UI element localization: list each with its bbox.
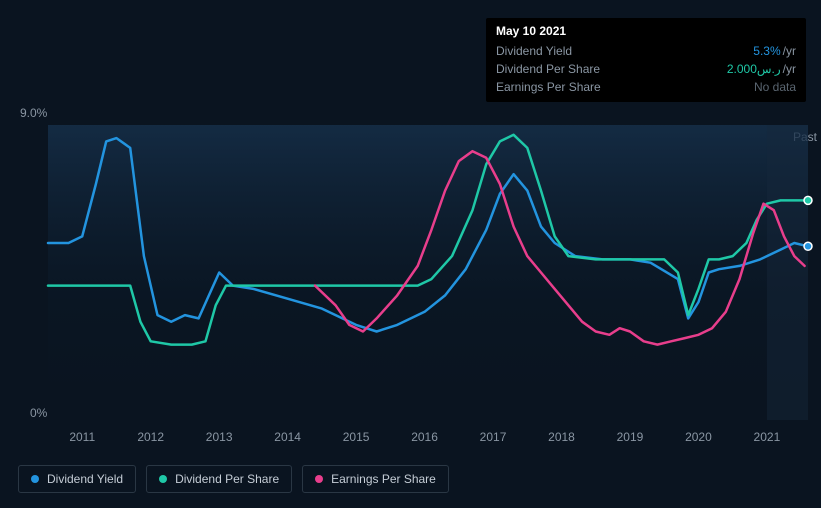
- x-axis-tick: 2016: [411, 430, 438, 444]
- future-region: [767, 125, 808, 420]
- x-axis-tick: 2017: [480, 430, 507, 444]
- tooltip-label: Earnings Per Share: [496, 78, 601, 96]
- chart-plot[interactable]: [48, 125, 808, 420]
- y-axis-max: 9.0%: [20, 106, 47, 120]
- legend-item-dividend-yield[interactable]: Dividend Yield: [18, 465, 136, 493]
- plot-background: [48, 125, 808, 420]
- tooltip-row: Earnings Per Share No data: [496, 78, 796, 96]
- tooltip-label: Dividend Per Share: [496, 60, 600, 78]
- legend-item-dividend-per-share[interactable]: Dividend Per Share: [146, 465, 292, 493]
- x-axis-tick: 2015: [343, 430, 370, 444]
- x-axis-tick: 2011: [69, 430, 95, 444]
- legend-dot: [159, 475, 167, 483]
- x-axis-tick: 2019: [617, 430, 644, 444]
- x-axis-tick: 2021: [754, 430, 781, 444]
- tooltip-label: Dividend Yield: [496, 42, 572, 60]
- tooltip-unit: /yr: [783, 62, 796, 76]
- x-axis-tick: 2014: [274, 430, 301, 444]
- legend-item-earnings-per-share[interactable]: Earnings Per Share: [302, 465, 449, 493]
- tooltip-row: Dividend Per Share 2.000ر.س/yr: [496, 60, 796, 78]
- legend-label: Dividend Per Share: [175, 472, 279, 486]
- tooltip-date: May 10 2021: [496, 24, 796, 38]
- series-end-marker: [804, 196, 812, 204]
- chart-container: May 10 2021 Dividend Yield 5.3%/yr Divid…: [0, 0, 821, 508]
- tooltip-value: 5.3%: [753, 44, 780, 58]
- tooltip-unit: /yr: [783, 44, 796, 58]
- x-axis-tick: 2020: [685, 430, 712, 444]
- tooltip-value: No data: [754, 78, 796, 96]
- x-axis-tick: 2018: [548, 430, 575, 444]
- y-axis-min: 0%: [30, 406, 47, 420]
- x-axis-tick: 2013: [206, 430, 233, 444]
- tooltip-row: Dividend Yield 5.3%/yr: [496, 42, 796, 60]
- legend-label: Dividend Yield: [47, 472, 123, 486]
- legend-dot: [31, 475, 39, 483]
- legend-label: Earnings Per Share: [331, 472, 436, 486]
- legend-dot: [315, 475, 323, 483]
- x-axis-tick: 2012: [137, 430, 164, 444]
- series-end-marker: [804, 242, 812, 250]
- tooltip-value: 2.000ر.س: [727, 62, 781, 76]
- legend: Dividend Yield Dividend Per Share Earnin…: [18, 465, 449, 493]
- hover-tooltip: May 10 2021 Dividend Yield 5.3%/yr Divid…: [486, 18, 806, 102]
